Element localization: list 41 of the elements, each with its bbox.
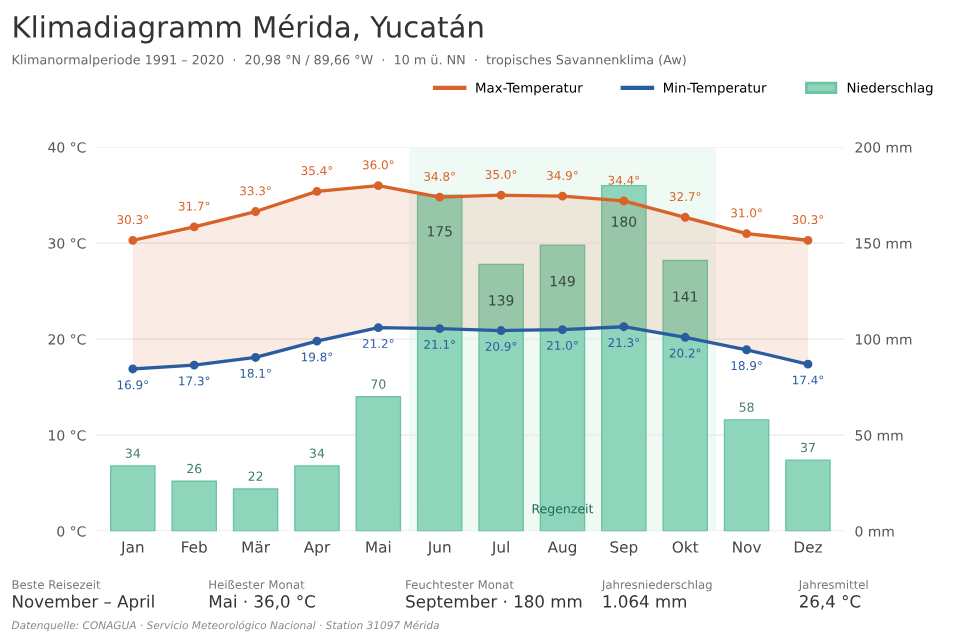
bar bbox=[478, 263, 524, 532]
text: 26,4 °C bbox=[799, 595, 861, 610]
point bbox=[496, 326, 506, 336]
bar bbox=[355, 396, 402, 532]
point bbox=[251, 352, 261, 362]
text: November – April bbox=[13, 594, 154, 611]
point bbox=[680, 212, 690, 222]
point bbox=[558, 325, 567, 335]
text: 1.064 mm bbox=[603, 595, 686, 608]
point bbox=[189, 222, 199, 232]
point bbox=[312, 336, 322, 346]
point bbox=[742, 229, 752, 239]
bar bbox=[785, 459, 831, 532]
bar bbox=[110, 465, 156, 532]
point bbox=[803, 359, 813, 369]
point bbox=[373, 181, 383, 191]
text: September · 180 mm bbox=[406, 594, 582, 611]
point bbox=[803, 235, 813, 245]
point bbox=[619, 196, 629, 206]
point bbox=[435, 192, 445, 202]
point bbox=[496, 190, 506, 200]
bar bbox=[662, 259, 709, 532]
point bbox=[619, 322, 629, 332]
bar bbox=[723, 419, 770, 532]
bar bbox=[171, 480, 217, 532]
bar bbox=[232, 488, 279, 532]
point bbox=[128, 235, 138, 245]
point bbox=[128, 364, 138, 374]
bar bbox=[294, 465, 340, 532]
point bbox=[680, 332, 690, 342]
bar bbox=[416, 194, 463, 532]
point bbox=[742, 345, 752, 355]
point bbox=[189, 360, 199, 370]
point bbox=[312, 186, 322, 196]
point bbox=[251, 207, 261, 216]
point bbox=[373, 323, 383, 333]
chart-title: Klimadiagramm Mérida, Yucatán bbox=[14, 14, 483, 44]
text: Mai · 36,0 °C bbox=[209, 594, 315, 610]
point bbox=[435, 324, 445, 334]
point bbox=[558, 191, 567, 201]
bar bbox=[601, 184, 647, 532]
